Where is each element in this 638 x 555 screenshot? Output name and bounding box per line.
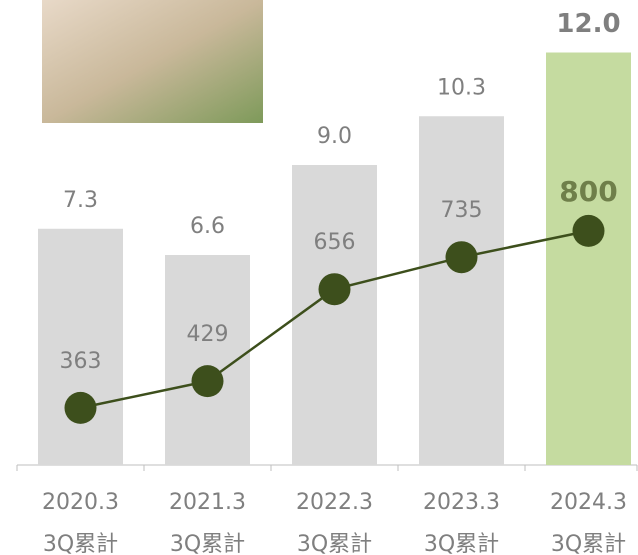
x-tick-label: 2020.3 — [42, 490, 119, 515]
line-point — [445, 241, 478, 274]
point-value-label: 656 — [314, 230, 356, 255]
bar — [419, 116, 504, 465]
point-value-label: 429 — [187, 322, 229, 347]
x-tick-label: 3Q累計 — [551, 532, 626, 555]
point-value-label: 800 — [559, 175, 617, 208]
point-value-label: 735 — [441, 198, 483, 223]
bar-value-label: 9.0 — [317, 124, 352, 149]
bar-value-label: 7.3 — [63, 188, 98, 213]
x-tick-label: 2021.3 — [169, 490, 246, 515]
x-tick-label: 2022.3 — [296, 490, 373, 515]
line-point — [572, 214, 605, 247]
x-tick-label: 3Q累計 — [297, 532, 372, 555]
line-point — [318, 273, 351, 306]
bar — [546, 52, 631, 465]
photo — [42, 0, 263, 123]
x-tick-label: 2023.3 — [423, 490, 500, 515]
bar — [38, 228, 123, 465]
line-point — [191, 365, 224, 398]
x-tick-label: 2024.3 — [550, 490, 627, 515]
bar-value-label: 6.6 — [190, 214, 225, 239]
bar — [292, 165, 377, 465]
line-point — [64, 391, 97, 424]
x-tick-label: 3Q累計 — [170, 532, 245, 555]
bar-value-label: 10.3 — [437, 75, 486, 100]
point-value-label: 363 — [60, 349, 102, 374]
x-tick-label: 3Q累計 — [424, 532, 499, 555]
x-tick-label: 3Q累計 — [43, 532, 118, 555]
bar-value-label: 12.0 — [556, 9, 620, 39]
